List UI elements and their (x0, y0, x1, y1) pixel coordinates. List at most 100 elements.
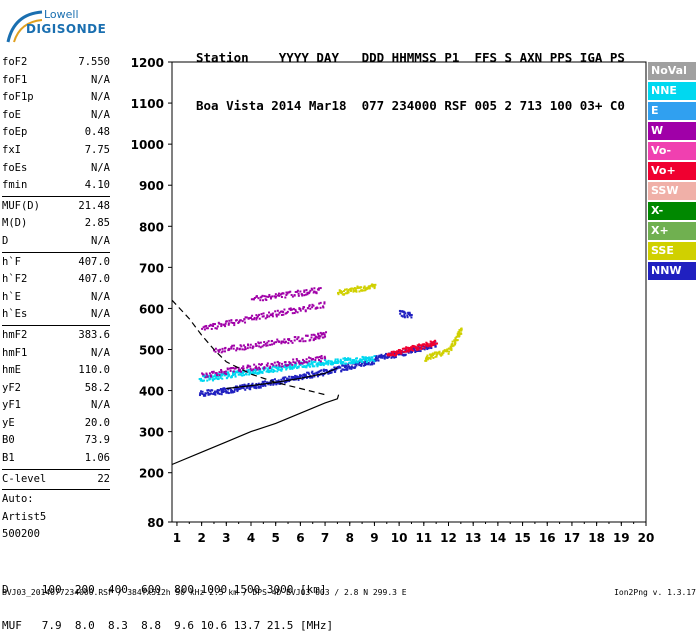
trace-point (304, 309, 307, 312)
trace-point (219, 375, 222, 378)
trace-point (349, 366, 352, 369)
trace-point (260, 313, 263, 316)
trace-point (305, 289, 308, 292)
legend-item-ssw: SSW (648, 182, 696, 200)
trace-point (253, 316, 256, 319)
trace-point (269, 296, 272, 299)
y-tick-label: 500 (139, 344, 164, 358)
param-name: B1 (2, 452, 15, 465)
trace-point (273, 342, 276, 345)
trace-point (298, 362, 301, 365)
param-value: 58.2 (84, 381, 110, 394)
trace-point (371, 285, 374, 288)
trace-point (269, 383, 272, 386)
trace-point (244, 348, 247, 351)
y-tick-label: 400 (139, 385, 164, 399)
trace-point (306, 291, 309, 294)
trace-point (309, 289, 312, 292)
trace-point (318, 302, 321, 305)
param-value: 407.0 (78, 273, 110, 286)
trace-point (306, 371, 309, 374)
trace-point (297, 376, 300, 379)
trace-point (282, 376, 285, 379)
param-name: M(D) (2, 217, 28, 230)
trace-point (241, 320, 244, 323)
trace-point (261, 294, 264, 297)
trace-point (366, 360, 369, 363)
trace-point (303, 290, 306, 293)
trace-point (255, 365, 258, 368)
trace-point (234, 372, 237, 375)
trace-point (235, 371, 238, 374)
trace-point (210, 392, 213, 395)
trace-point (353, 361, 356, 364)
trace-point (262, 384, 265, 387)
trace-point (293, 365, 296, 368)
trace-point (354, 363, 357, 366)
trace-point (393, 356, 396, 359)
trace-point (206, 375, 209, 378)
trace-point (221, 390, 224, 393)
trace-point (270, 379, 273, 382)
trace-point (362, 361, 365, 364)
trace-point (317, 333, 320, 336)
trace-point (415, 346, 418, 349)
trace-point (201, 392, 204, 395)
trace-point (319, 369, 322, 372)
trace-point (281, 362, 284, 365)
trace-point (254, 372, 257, 375)
trace-point (220, 323, 223, 326)
trace-point (233, 367, 236, 370)
trace-point (318, 370, 321, 373)
trace-point (217, 373, 220, 376)
trace-point (276, 380, 279, 383)
trace-point (301, 378, 304, 381)
trace-point (425, 357, 428, 360)
trace-point (348, 361, 351, 364)
trace-point (306, 307, 309, 310)
trace-point (277, 380, 280, 383)
trace-point (360, 362, 363, 365)
trace-point (438, 350, 441, 353)
trace-point (288, 338, 291, 341)
trace-point (320, 354, 323, 357)
trace-point (303, 365, 306, 368)
trace-point (323, 355, 326, 358)
trace-point (214, 391, 217, 394)
param-name: yF1 (2, 399, 21, 412)
muf-row: MUF 7.9 8.0 8.3 8.8 9.6 10.6 13.7 21.5 [… (2, 619, 334, 632)
trace-point (289, 366, 292, 369)
trace-point (221, 347, 224, 350)
trace-point (405, 349, 408, 352)
trace-point (434, 343, 437, 346)
trace-point (410, 349, 413, 352)
trace-point (313, 360, 316, 363)
trace-point (230, 376, 233, 379)
trace-point (200, 377, 203, 380)
trace-point (426, 348, 429, 351)
trace-point (434, 355, 437, 358)
param-row-d: D N/A (2, 233, 110, 251)
x-tick-label: 14 (490, 531, 507, 545)
trace-point (259, 385, 262, 388)
trace-point (222, 388, 225, 391)
trace-point (404, 312, 407, 315)
y-tick-label: 600 (139, 302, 164, 316)
trace-point (255, 295, 258, 298)
trace-point (358, 290, 361, 293)
trace-point (261, 380, 264, 383)
trace-point (342, 361, 345, 364)
trace-point (353, 359, 356, 362)
trace-point (243, 318, 246, 321)
trace-point (443, 349, 446, 352)
trace-point (220, 325, 223, 328)
trace-point (244, 388, 247, 391)
trace-point (407, 348, 410, 351)
y-tick-label: 1100 (131, 97, 164, 111)
trace-point (233, 322, 236, 325)
trace-point (219, 348, 222, 351)
trace-point (309, 376, 312, 379)
param-row-fof1p: foF1p N/A (2, 89, 110, 107)
trace-point (257, 386, 260, 389)
trace-point (403, 347, 406, 350)
